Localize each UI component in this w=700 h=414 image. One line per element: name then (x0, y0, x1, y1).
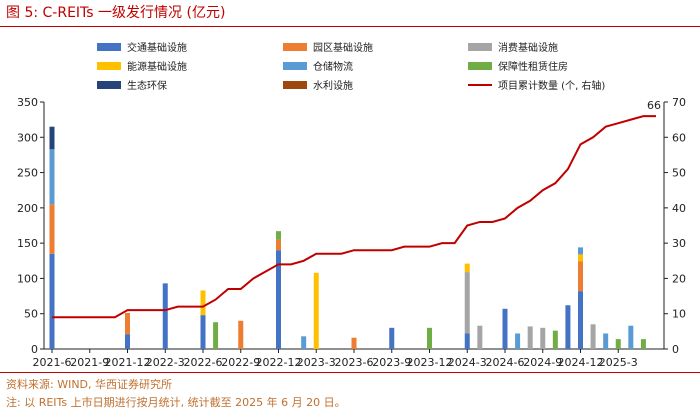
x-tick-label: 2024-12 (558, 356, 604, 369)
cumulative-count-line (52, 115, 656, 319)
bar-segment-traffic (502, 308, 508, 349)
legend-label: 消费基础设施 (498, 41, 558, 54)
bar-segment-traffic (578, 291, 583, 349)
bar-segment-warehouse (49, 149, 55, 205)
bar-segment-consumer (477, 325, 483, 349)
legend-swatch-rental_housing (468, 62, 492, 70)
figure-title: 图 5: C-REITs 一级发行情况 (亿元) (6, 2, 225, 22)
y-right-tick-label: 60 (672, 131, 686, 144)
bar-segment-traffic (162, 283, 168, 349)
chart-title: C-REITs 一级发行情况 (亿元) (42, 5, 226, 21)
legend-label: 水利设施 (313, 79, 353, 92)
legend-label: 保障性租赁住房 (498, 60, 568, 73)
bar-segment-traffic (464, 333, 470, 349)
line-end-label: 66 (647, 99, 661, 112)
bar-segment-consumer (540, 327, 546, 349)
bar-segment-industrial_park (125, 313, 130, 335)
x-tick-label: 2024-9 (523, 356, 562, 369)
legend-swatch-industrial_park (283, 43, 307, 51)
y-right-tick-label: 10 (672, 308, 686, 321)
bar-segment-rental_housing (427, 327, 432, 349)
figure-label: 图 5: (6, 5, 39, 21)
y-left-tick-label: 350 (17, 96, 38, 109)
bar-segment-traffic (565, 305, 571, 349)
x-tick-label: 2022-12 (256, 356, 302, 369)
x-tick-label: 2024-3 (448, 356, 487, 369)
x-tick-label: 2022-9 (221, 356, 260, 369)
bar-segment-rental_housing (552, 330, 558, 349)
bar-segment-energy (200, 290, 206, 316)
x-tick-label: 2022-6 (184, 356, 223, 369)
x-tick-label: 2021-6 (33, 356, 72, 369)
x-tick-label: 2021-12 (105, 356, 151, 369)
bar-segment-traffic (200, 315, 206, 349)
bar-segment-rental_housing (213, 322, 219, 349)
bar-segment-traffic (276, 250, 281, 349)
bar-segment-warehouse (628, 325, 634, 349)
bar-segment-energy (313, 272, 319, 349)
bar-segment-industrial_park (351, 337, 357, 349)
x-tick-label: 2023-9 (372, 356, 411, 369)
bar-segment-traffic (49, 253, 55, 349)
legend-swatch-eco_env (97, 81, 121, 89)
y-left-tick-label: 250 (17, 167, 38, 180)
y-right-tick-label: 40 (672, 202, 686, 215)
x-tick-label: 2024-6 (486, 356, 525, 369)
x-tick-label: 2023-12 (407, 356, 453, 369)
x-tick-label: 2023-6 (335, 356, 374, 369)
bar-segment-warehouse (578, 247, 583, 255)
bar-segment-industrial_park (49, 204, 55, 254)
bar-segment-consumer (590, 324, 596, 349)
legend-swatch-water (283, 81, 307, 89)
y-right-tick-label: 70 (672, 96, 686, 109)
y-left-tick-label: 200 (17, 202, 38, 215)
x-tick-label: 2023-3 (297, 356, 336, 369)
y-left-tick-label: 300 (17, 131, 38, 144)
legend-label: 生态环保 (127, 79, 167, 92)
legend-label: 能源基础设施 (127, 60, 187, 73)
bar-segment-industrial_park (238, 320, 244, 349)
legend-label: 仓储物流 (313, 60, 353, 73)
bar-segment-traffic (389, 327, 395, 349)
bar-segment-rental_housing (276, 231, 281, 240)
bar-segment-industrial_park (276, 239, 281, 251)
footer-rule (0, 372, 700, 373)
x-tick-label: 2025-3 (599, 356, 638, 369)
legend-swatch-energy (97, 62, 121, 70)
bar-segment-traffic (125, 334, 130, 349)
bar-segment-warehouse (603, 333, 609, 349)
bar-segment-consumer (464, 272, 470, 334)
legend-label: 交通基础设施 (127, 41, 187, 54)
bar-segment-industrial_park (578, 261, 583, 292)
title-rule (0, 26, 700, 27)
bar-segment-energy (464, 263, 470, 273)
legend-swatch-warehouse (283, 62, 307, 70)
legend-swatch-consumer (468, 43, 492, 51)
x-tick-label: 2021-9 (70, 356, 109, 369)
source-note: 资料来源: WIND, 华西证券研究所 (6, 378, 173, 391)
bar-segment-warehouse (301, 336, 307, 349)
legend-swatch-traffic (97, 43, 121, 51)
legend-label: 园区基础设施 (313, 41, 373, 54)
bar-segment-energy (578, 254, 583, 262)
footnote: 注: 以 REITs 上市日期进行按月统计, 统计截至 2025 年 6 月 2… (6, 396, 346, 409)
bar-segment-warehouse (515, 333, 521, 349)
legend-label: 项目累计数量 (个, 右轴) (498, 79, 605, 92)
bar-segment-rental_housing (640, 339, 646, 349)
bar-segment-consumer (527, 326, 533, 349)
y-right-tick-label: 0 (672, 343, 679, 356)
bar-segment-rental_housing (615, 339, 621, 349)
y-right-tick-label: 50 (672, 167, 686, 180)
y-left-tick-label: 0 (31, 343, 38, 356)
y-right-tick-label: 20 (672, 272, 686, 285)
y-right-tick-label: 30 (672, 237, 686, 250)
y-left-tick-label: 100 (17, 272, 38, 285)
y-left-tick-label: 50 (24, 308, 38, 321)
x-tick-label: 2022-3 (146, 356, 185, 369)
y-left-tick-label: 150 (17, 237, 38, 250)
bar-segment-eco_env (49, 126, 55, 150)
